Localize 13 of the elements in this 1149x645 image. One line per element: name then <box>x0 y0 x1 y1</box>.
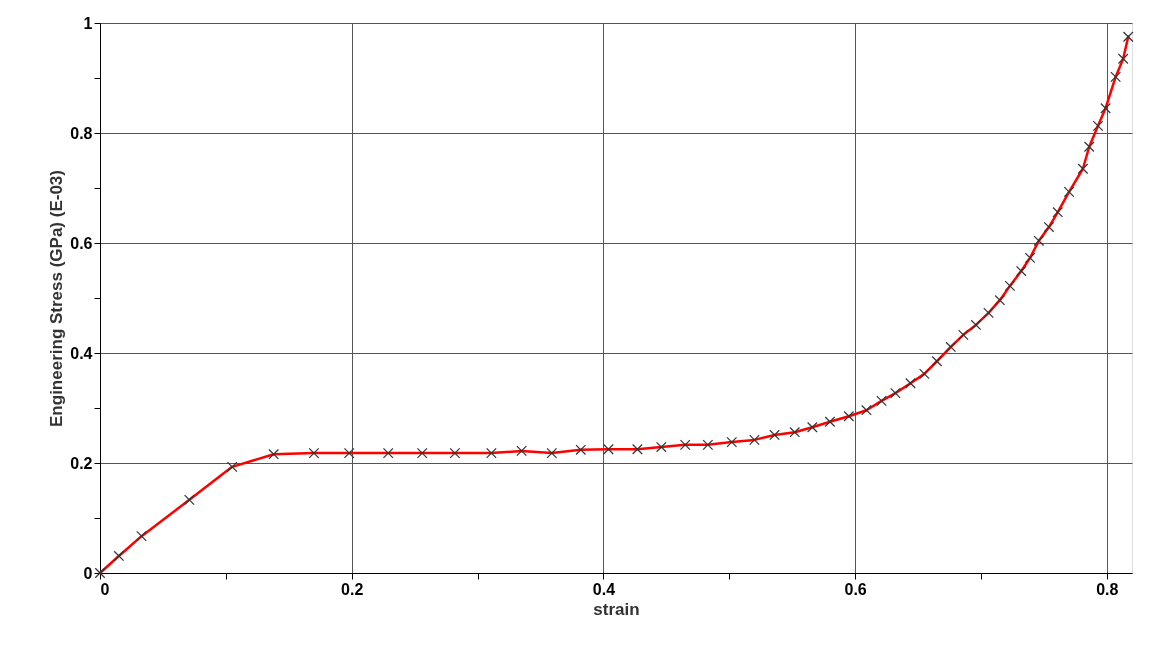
x-tick-label: 0.2 <box>341 580 364 598</box>
x-tick-label: 0 <box>100 580 110 598</box>
x-axis-title: strain <box>593 599 640 619</box>
x-tick-label: 0.8 <box>1096 580 1119 598</box>
y-axis-title: Engineering Stress (GPa) (E-03) <box>47 170 67 427</box>
y-tick-label: 0.4 <box>70 344 93 362</box>
x-tick-label: 0.6 <box>844 580 867 598</box>
y-tick-label: 0.6 <box>70 234 93 252</box>
y-tick-label: 0.2 <box>70 454 93 472</box>
x-tick-label: 0.4 <box>592 580 616 598</box>
y-tick-label: 0 <box>83 564 93 582</box>
y-tick-label: 1 <box>83 14 93 32</box>
y-tick-label: 0.8 <box>70 124 93 142</box>
